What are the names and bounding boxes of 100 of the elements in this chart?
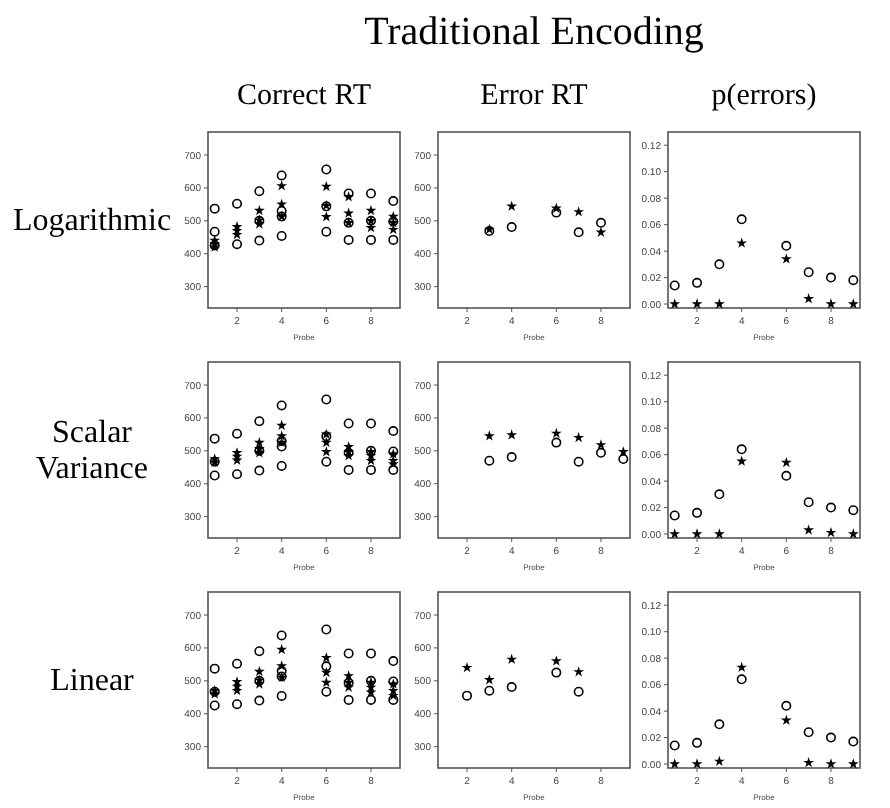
point — [669, 740, 680, 751]
point — [551, 667, 562, 678]
point — [847, 528, 859, 539]
point — [714, 719, 725, 730]
point — [320, 211, 332, 222]
point — [692, 277, 703, 288]
point — [483, 674, 495, 685]
point — [253, 665, 265, 677]
point — [825, 758, 837, 769]
point — [803, 497, 814, 508]
point — [276, 198, 288, 209]
point — [343, 670, 355, 681]
point — [209, 433, 220, 444]
point — [321, 226, 332, 237]
point — [573, 206, 585, 217]
point — [232, 699, 243, 710]
point — [276, 205, 287, 216]
point — [276, 690, 287, 701]
point — [254, 695, 265, 706]
point — [780, 253, 792, 264]
point — [713, 298, 725, 309]
point — [573, 686, 584, 697]
text: Traditional Encoding — [364, 10, 704, 54]
point — [506, 222, 517, 233]
point — [506, 682, 517, 693]
point — [847, 298, 859, 309]
point — [209, 226, 220, 237]
point — [232, 198, 243, 209]
point — [506, 653, 518, 665]
point — [781, 700, 792, 711]
point — [714, 489, 725, 500]
point — [551, 207, 562, 218]
point — [847, 758, 859, 769]
y-axis-title: Scalar Variance — [36, 416, 148, 486]
point — [551, 437, 562, 448]
chart-title: Correct RT — [237, 80, 371, 112]
point — [669, 528, 681, 539]
point — [736, 661, 748, 673]
point — [803, 524, 815, 535]
point — [573, 432, 585, 443]
point — [803, 293, 815, 304]
point — [780, 456, 792, 468]
point — [276, 660, 288, 671]
point — [254, 186, 265, 197]
point — [484, 685, 495, 696]
point — [848, 505, 859, 516]
point — [209, 203, 220, 214]
point — [232, 658, 243, 669]
point — [388, 694, 399, 705]
point — [343, 234, 354, 245]
point — [803, 727, 814, 738]
point — [365, 188, 376, 199]
y-axis-title: Logarithmic — [12, 204, 172, 238]
point — [483, 430, 495, 441]
point — [320, 666, 332, 678]
point — [573, 227, 584, 238]
point — [848, 275, 859, 286]
point — [276, 665, 287, 676]
point — [276, 419, 288, 431]
point — [209, 663, 220, 674]
point — [321, 394, 332, 405]
point — [595, 217, 606, 228]
point — [320, 180, 332, 192]
point — [343, 418, 354, 429]
point — [321, 686, 332, 697]
point — [617, 446, 629, 457]
point — [692, 507, 703, 518]
point — [691, 528, 703, 539]
point — [388, 464, 399, 475]
point — [321, 456, 332, 467]
point — [254, 646, 265, 657]
point — [343, 207, 355, 218]
point — [595, 447, 606, 458]
point — [669, 298, 681, 309]
point — [276, 180, 288, 191]
point — [595, 439, 607, 450]
point — [276, 230, 287, 241]
point — [713, 755, 725, 766]
point — [320, 676, 332, 688]
point — [276, 441, 287, 452]
point — [343, 648, 354, 659]
point — [484, 455, 495, 466]
point — [736, 214, 747, 225]
point — [669, 758, 681, 769]
point — [365, 418, 376, 429]
point — [736, 444, 747, 455]
point — [825, 732, 836, 743]
point — [276, 430, 288, 441]
point — [320, 446, 332, 457]
point — [254, 465, 265, 476]
point — [343, 694, 354, 705]
point — [713, 528, 725, 539]
point — [365, 694, 376, 705]
point — [736, 674, 747, 685]
point — [276, 460, 287, 471]
point — [506, 452, 517, 463]
point — [506, 200, 518, 211]
y-axis-title: Linear — [50, 664, 136, 698]
point — [232, 239, 243, 250]
point — [550, 202, 562, 213]
